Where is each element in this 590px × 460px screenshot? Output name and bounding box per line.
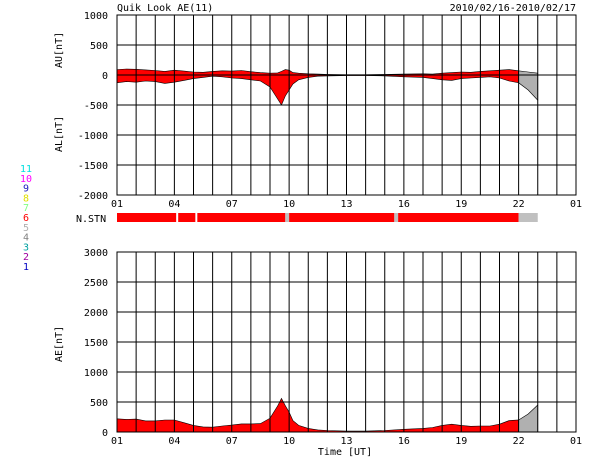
y-tick-label: 3000 bbox=[84, 248, 108, 259]
y-tick-label: 500 bbox=[90, 41, 108, 52]
x-tick-label: 01 bbox=[570, 436, 582, 447]
y-tick-label: 500 bbox=[90, 398, 108, 409]
legend-count-8: 8 bbox=[23, 193, 29, 204]
station-segment-gap bbox=[176, 213, 179, 222]
x-tick-label: 22 bbox=[513, 199, 525, 210]
legend-count-11: 11 bbox=[20, 164, 32, 175]
legend-count-3: 3 bbox=[23, 242, 29, 253]
y-tick-label: -500 bbox=[84, 101, 108, 112]
ae-area bbox=[116, 397, 519, 433]
y-tick-label: 1000 bbox=[84, 368, 108, 379]
x-tick-label: 10 bbox=[283, 436, 295, 447]
x-tick-label: 16 bbox=[398, 199, 410, 210]
legend-count-7: 7 bbox=[23, 203, 29, 214]
legend-count-4: 4 bbox=[23, 233, 29, 244]
x-tick-label: 19 bbox=[455, 436, 467, 447]
station-segment-full bbox=[197, 213, 286, 222]
x-tick-label: 19 bbox=[455, 199, 467, 210]
x-tick-label: 07 bbox=[226, 199, 238, 210]
legend-count-9: 9 bbox=[23, 184, 29, 195]
y-tick-label: 0 bbox=[102, 71, 108, 82]
station-count-bar bbox=[117, 213, 538, 222]
chart-title: Quik Look AE(11) bbox=[117, 3, 213, 14]
y-tick-label: -2000 bbox=[78, 191, 108, 202]
x-tick-label: 22 bbox=[513, 436, 525, 447]
y-tick-label: 2500 bbox=[84, 278, 108, 289]
x-tick-label: 04 bbox=[168, 199, 180, 210]
x-tick-label: 01 bbox=[570, 199, 582, 210]
station-segment-full bbox=[289, 213, 395, 222]
station-segment-full bbox=[117, 213, 177, 222]
al-axis-label: AL[nT] bbox=[54, 116, 65, 152]
plot-frame bbox=[116, 251, 577, 433]
x-tick-label: 13 bbox=[340, 436, 352, 447]
au-area bbox=[116, 68, 519, 76]
legend-count-10: 10 bbox=[20, 174, 32, 185]
x-tick-label: 10 bbox=[283, 199, 295, 210]
x-tick-label: 04 bbox=[168, 436, 180, 447]
station-segment-full bbox=[398, 213, 519, 222]
legend-count-6: 6 bbox=[23, 213, 29, 224]
legend-count-2: 2 bbox=[23, 252, 29, 263]
station-segment-partial bbox=[285, 213, 290, 222]
x-axis-title: Time [UT] bbox=[318, 447, 372, 458]
y-tick-label: 0 bbox=[102, 428, 108, 439]
x-tick-label: 16 bbox=[398, 436, 410, 447]
legend-count-5: 5 bbox=[23, 223, 29, 234]
x-tick-label: 07 bbox=[226, 436, 238, 447]
y-tick-label: -1500 bbox=[78, 161, 108, 172]
ae-axis-label: AE[nT] bbox=[54, 326, 65, 362]
x-tick-label: 01 bbox=[111, 199, 123, 210]
nstn-label: N.STN bbox=[76, 214, 106, 225]
x-tick-label: 01 bbox=[111, 436, 123, 447]
y-tick-label: 2000 bbox=[84, 308, 108, 319]
x-tick-label: 13 bbox=[340, 199, 352, 210]
station-segment-partial bbox=[518, 213, 538, 222]
station-segment-gap bbox=[195, 213, 198, 222]
plot-frame bbox=[116, 14, 577, 196]
y-tick-label: -1000 bbox=[78, 131, 108, 142]
date-range: 2010/02/16-2010/02/17 bbox=[450, 3, 576, 14]
au-axis-label: AU[nT] bbox=[54, 32, 65, 68]
station-segment-partial bbox=[394, 213, 399, 222]
y-tick-label: 1500 bbox=[84, 338, 108, 349]
legend-count-1: 1 bbox=[23, 262, 29, 273]
y-tick-label: 1000 bbox=[84, 11, 108, 22]
al-area bbox=[116, 74, 519, 106]
station-segment-full bbox=[178, 213, 196, 222]
